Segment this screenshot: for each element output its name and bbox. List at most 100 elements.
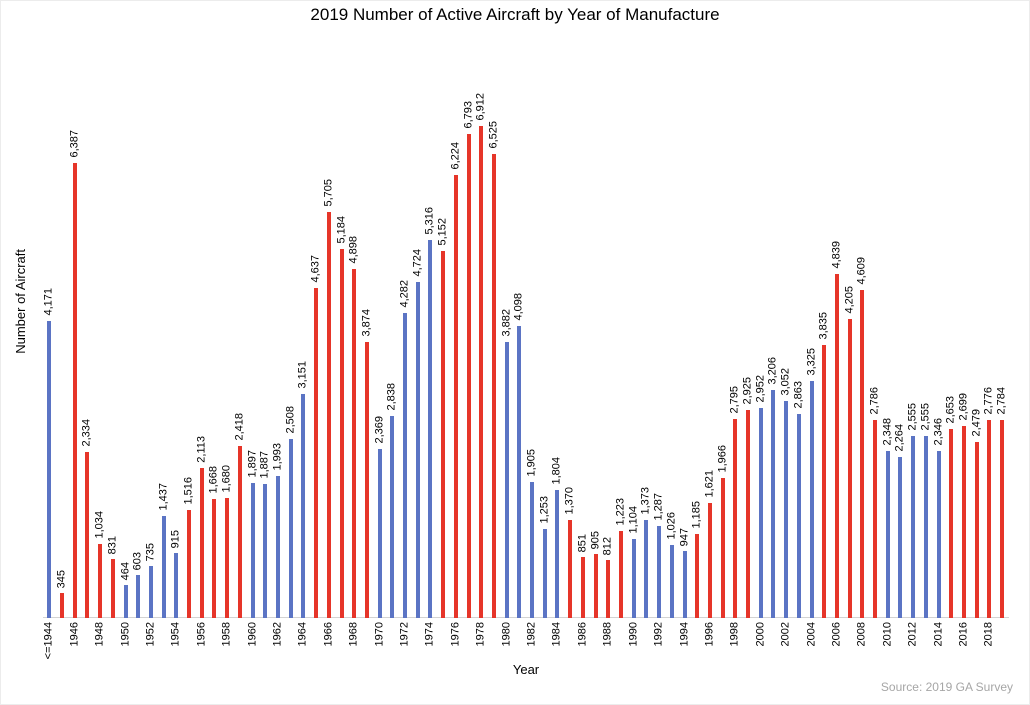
x-tick-label: <=1944 <box>42 622 55 660</box>
bar-1949 <box>110 559 115 618</box>
bar-2011 <box>898 457 903 618</box>
bar-column: 4,724 <box>411 93 424 618</box>
bar-value-label: 2,699 <box>957 393 970 421</box>
bar-2000 <box>758 408 763 618</box>
bar-column: 2,334 <box>81 93 94 618</box>
bar-column: 1,905 1982 <box>526 93 539 646</box>
bar-2005 <box>822 345 827 618</box>
bar-1954 <box>174 553 179 618</box>
bar-1963 <box>288 439 293 618</box>
bar-value-label: 4,724 <box>411 249 424 277</box>
bar-column: 3,882 1980 <box>500 93 513 646</box>
bar-column: 947 1994 <box>678 93 691 647</box>
bar-value-label: 4,282 <box>398 280 411 308</box>
x-tick-label: 1972 <box>398 622 411 647</box>
bar-column: 2,418 <box>233 93 247 618</box>
bar-value-label: 2,863 <box>792 381 805 409</box>
bar-column: 1,185 <box>691 93 704 618</box>
bar-value-label: 1,034 <box>93 511 106 539</box>
bar-2015 <box>949 429 954 618</box>
x-tick-label: 1992 <box>652 622 665 647</box>
bar-column: 1,223 <box>614 93 628 618</box>
y-axis-label: Number of Aircraft <box>13 249 28 354</box>
bar-1969 <box>364 342 369 618</box>
bar-1983 <box>542 529 547 618</box>
x-tick-label: 1966 <box>322 622 335 647</box>
x-tick-label: 1996 <box>703 622 716 647</box>
plot-area: 4,171 <=1944 345 6,387 1946 2,334 1,034 1948 831… <box>42 93 1009 659</box>
bar-column: 1,966 <box>716 93 729 618</box>
bar-value-label: 4,098 <box>512 293 525 321</box>
bar-column: 3,325 2004 <box>805 93 818 646</box>
x-tick-label: 1982 <box>525 622 538 647</box>
bar-value-label: 3,835 <box>817 312 830 340</box>
bar-column: 6,912 1978 <box>474 93 488 646</box>
bar-column: 1,993 1962 <box>271 93 285 646</box>
bar-column: 2,264 <box>894 93 907 618</box>
bar-value-label: 2,555 <box>919 403 932 431</box>
bar-value-label: 2,776 <box>982 387 995 415</box>
bar-1966 <box>326 212 331 618</box>
bar-column: 1,253 <box>538 93 551 618</box>
bar-column: 4,171 <=1944 <box>42 93 56 659</box>
bar-1977 <box>466 134 471 618</box>
bar-value-label: 2,348 <box>881 418 894 446</box>
bar-value-label: 3,052 <box>779 368 792 396</box>
x-tick-label: 1980 <box>500 622 513 647</box>
bar-value-label: 1,223 <box>614 498 627 526</box>
bar-value-label: 6,912 <box>474 93 487 121</box>
bar-value-label: 4,898 <box>347 236 360 264</box>
bar-column: 6,224 1976 <box>449 93 463 646</box>
bar-column: 2,369 1970 <box>373 93 386 646</box>
bar-column: 2,113 1956 <box>195 93 208 646</box>
bar-column: 2,479 <box>970 93 983 618</box>
bar-column: 6,387 1946 <box>68 93 81 646</box>
bar-1956 <box>199 468 204 618</box>
bar-column: 4,282 1972 <box>398 93 412 646</box>
bar-column: 1,026 <box>665 93 678 618</box>
bar-column: 5,705 1966 <box>322 93 335 646</box>
bar-1962 <box>276 476 280 618</box>
bar-column: 812 1988 <box>601 93 615 647</box>
bar-2002 <box>784 401 789 618</box>
bar-2012 <box>911 436 916 618</box>
bar-2014 <box>936 451 941 618</box>
bar-1975 <box>441 251 446 618</box>
bar-value-label: 3,325 <box>805 348 818 376</box>
bar-2003 <box>796 414 801 618</box>
bar-column: 1,668 <box>208 93 221 618</box>
bar-column: 4,898 1968 <box>347 93 361 646</box>
x-tick-label: 1956 <box>195 622 208 647</box>
bar-1951 <box>136 575 141 618</box>
bar-value-label: 2,952 <box>754 375 767 403</box>
x-tick-label: 1984 <box>550 622 563 647</box>
bar-value-label: 345 <box>55 569 68 588</box>
bar-column: 3,052 2002 <box>779 93 793 646</box>
bar-value-label: 6,525 <box>487 121 500 149</box>
bar-value-label: 812 <box>601 536 614 555</box>
x-tick-label: 2008 <box>855 622 868 647</box>
x-tick-label: 2000 <box>754 622 767 647</box>
bar-value-label: 5,705 <box>322 179 335 207</box>
bar-value-label: 1,104 <box>627 506 640 534</box>
x-tick-label: 1976 <box>449 622 462 647</box>
bar-value-label: 1,993 <box>271 443 284 471</box>
bar-column: 5,152 <box>437 93 450 618</box>
bar-value-label: 1,437 <box>157 483 170 511</box>
bar-1978 <box>479 126 484 618</box>
bar-1990 <box>631 539 636 618</box>
bar-1961 <box>263 484 268 618</box>
bar-1981 <box>517 326 522 618</box>
bar-column: 1,034 1948 <box>93 93 107 646</box>
bar-column: 4,839 2006 <box>830 93 844 646</box>
bar-value-label: 4,205 <box>843 286 856 314</box>
bar-value-label: 4,637 <box>309 255 322 283</box>
bar-1948 <box>98 544 103 618</box>
bar-1986 <box>580 557 585 618</box>
bar-value-label: 2,113 <box>195 436 208 463</box>
bar-1967 <box>339 249 344 618</box>
bar-1959 <box>237 446 242 618</box>
bar-value-label: 3,882 <box>500 309 513 337</box>
bar-value-label: 4,171 <box>42 288 55 316</box>
